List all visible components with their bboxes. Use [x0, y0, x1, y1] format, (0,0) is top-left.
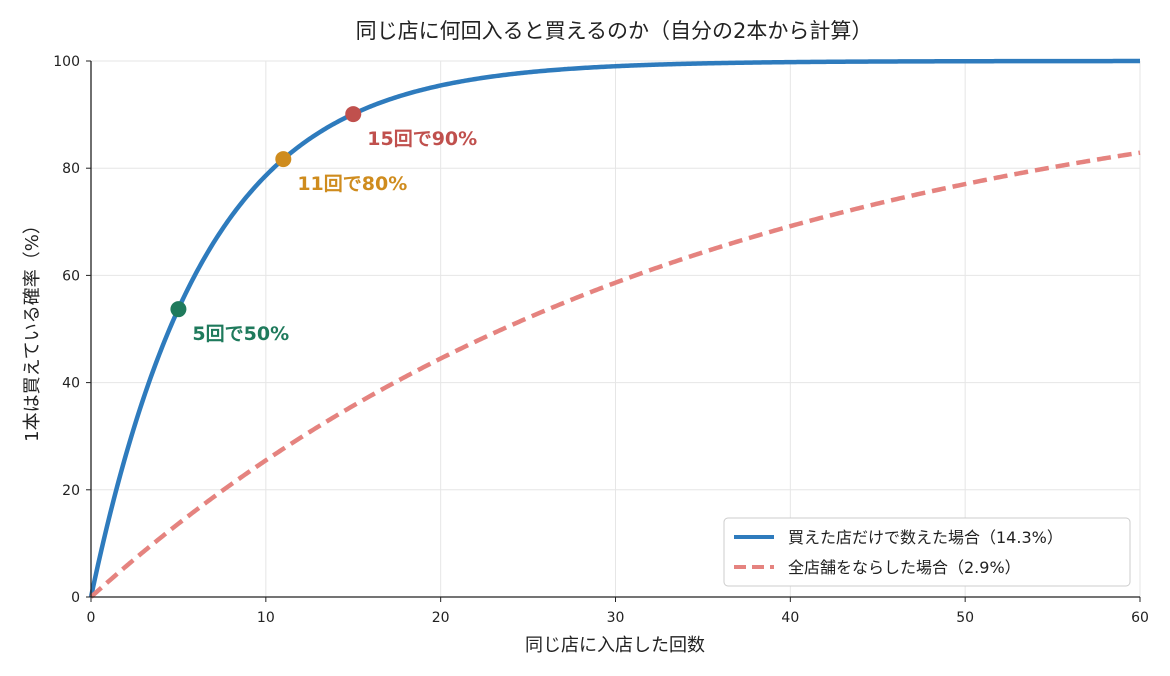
series-line-0 — [88, 58, 1141, 598]
x-ticks: 0 10 20 30 40 50 60 — [87, 597, 1149, 626]
x-tick-label-0: 0 — [87, 610, 96, 626]
x-tick-label-1: 10 — [257, 610, 275, 626]
marker-point-0 — [170, 301, 187, 318]
x-tick-label-3: 30 — [607, 610, 625, 626]
y-tick-label-3: 60 — [62, 268, 80, 284]
legend: 買えた店だけで数えた場合（14.3%） 全店舗をならした場合（2.9%） — [723, 517, 1131, 587]
marker-label-0: 5回で50% — [192, 323, 289, 345]
markers-layer: 5回で50% 11回で80% 15回で90% — [170, 106, 477, 345]
x-tick-label-2: 20 — [432, 610, 450, 626]
x-tick-label-6: 60 — [1131, 610, 1149, 626]
marker-point-2 — [345, 106, 362, 123]
marker-point-1 — [275, 151, 292, 168]
y-tick-label-4: 80 — [62, 161, 80, 177]
y-axis-label: 1本は買えている確率（%） — [22, 216, 43, 442]
legend-label-1: 全店舗をならした場合（2.9%） — [788, 558, 1021, 577]
legend-label-0: 買えた店だけで数えた場合（14.3%） — [788, 528, 1063, 547]
chart-title: 同じ店に何回入ると買えるのか（自分の2本から計算） — [356, 19, 873, 43]
x-axis-label: 同じ店に入店した回数 — [525, 635, 705, 656]
y-tick-label-2: 40 — [62, 376, 80, 392]
y-tick-label-0: 0 — [71, 590, 80, 606]
legend-box — [723, 517, 1131, 587]
grid — [91, 60, 1141, 597]
y-tick-label-5: 100 — [53, 54, 80, 70]
marker-label-1: 11回で80% — [297, 173, 407, 195]
y-ticks: 0 20 40 60 80 100 — [53, 54, 91, 606]
y-tick-label-1: 20 — [62, 483, 80, 499]
x-tick-label-4: 40 — [781, 610, 799, 626]
marker-label-2: 15回で90% — [367, 128, 477, 150]
series-layer — [88, 58, 1141, 599]
x-tick-label-5: 50 — [956, 610, 974, 626]
series-line-1 — [89, 150, 1141, 599]
